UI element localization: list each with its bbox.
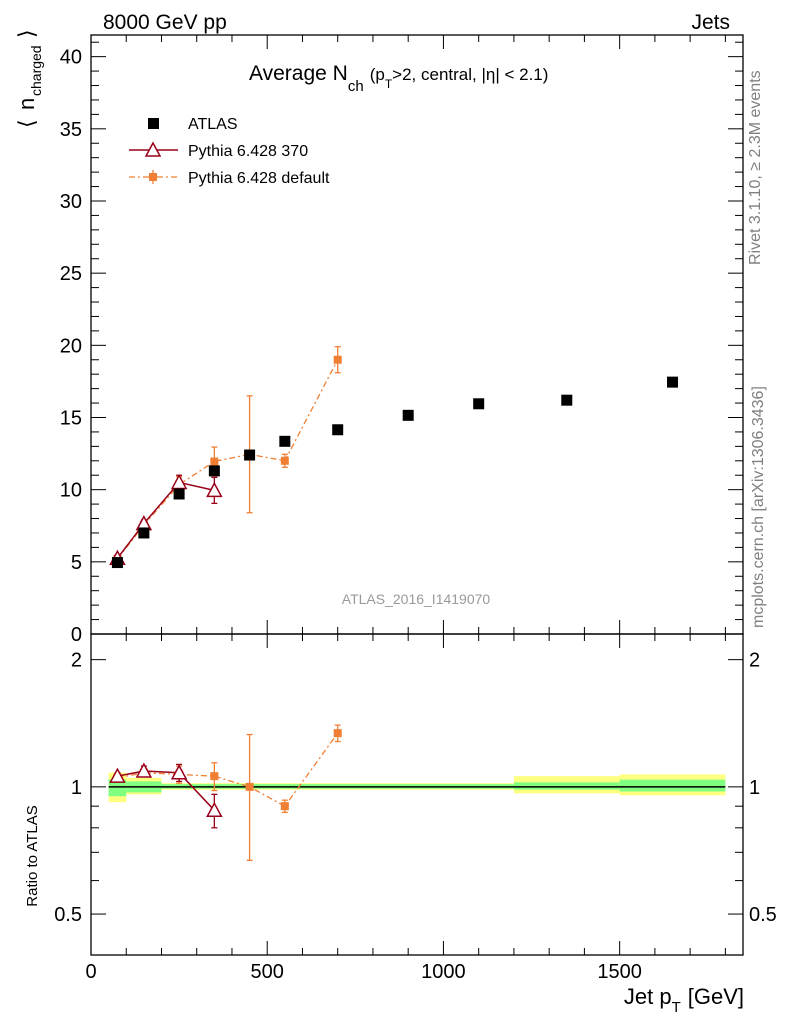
ratio-pythia-default-point: [333, 729, 342, 738]
x-tick-label: 0: [85, 961, 96, 983]
title-rest: >2, central, |η| < 2.1): [392, 65, 548, 84]
y-tick-label: 20: [60, 335, 82, 357]
uncertainty-band-inner: [513, 782, 620, 790]
header-left: 8000 GeV pp: [103, 11, 227, 34]
ratio-panel: 0 500 1000 1500 0.5 0.5 1 1 2 2: [54, 633, 777, 983]
y-label-close: ⟩: [14, 29, 39, 38]
y-tick-label-right: 0.5: [749, 904, 777, 926]
y-tick-label-right: 1: [749, 777, 760, 799]
y-axis-label-ratio: Ratio to ATLAS: [24, 805, 41, 906]
analysis-watermark: ATLAS_2016_I1419070: [342, 591, 491, 607]
pythia-default-point: [280, 456, 289, 465]
legend-label-pythia-default: Pythia 6.428 default: [188, 170, 330, 187]
atlas-point: [173, 488, 185, 500]
y-tick-label: 1: [71, 777, 82, 799]
y-tick-label: 15: [60, 407, 82, 429]
y-tick-label-right: 2: [749, 650, 760, 672]
y-label-n: n: [14, 98, 39, 110]
x-label-main: Jet p: [624, 984, 672, 1009]
y-tick-label: 25: [60, 263, 82, 285]
atlas-point: [138, 527, 150, 539]
y-tick-label: 30: [60, 191, 82, 213]
y-tick-label: 0: [71, 624, 82, 646]
legend-marker-pythia-default: [149, 173, 157, 181]
ratio-pythia370-point: [135, 762, 153, 778]
x-tick-label: 1000: [421, 961, 466, 983]
atlas-point: [279, 435, 291, 447]
legend-label-pythia370: Pythia 6.428 370: [188, 143, 308, 160]
ratio-pythia-default-point: [210, 772, 219, 781]
x-axis-label: Jet pT [GeV]: [624, 984, 744, 1016]
atlas-point: [561, 394, 573, 406]
pythia370-point: [206, 481, 223, 498]
ratio-frame: [90, 633, 744, 956]
legend-label-atlas: ATLAS: [188, 116, 238, 133]
y-tick-label: 0.5: [54, 904, 82, 926]
ratio-pythia370-point: [109, 767, 126, 783]
title-main: Average N: [249, 62, 348, 85]
atlas-point: [402, 409, 414, 421]
pythia370-line: [116, 481, 215, 559]
ratio-pythia-default-point: [245, 782, 254, 791]
header-right: Jets: [691, 11, 730, 34]
ratio-pythia370-point: [206, 801, 223, 818]
y-tick-label: 35: [60, 119, 82, 141]
legend: ATLAS Pythia 6.428 370 Pythia 6.428 defa…: [129, 116, 330, 187]
y-label-open: ⟨: [14, 119, 39, 128]
plot-title: Average Nch (pT>2, central, |η| < 2.1): [249, 62, 548, 95]
atlas-point: [473, 398, 485, 410]
pythia-default-point: [210, 457, 219, 466]
legend-marker-pythia370: [144, 141, 162, 157]
atlas-point: [332, 424, 344, 436]
y-label-sub: charged: [28, 45, 44, 96]
atlas-point: [244, 449, 256, 461]
title-sub-t: T: [385, 77, 393, 91]
uncertainty-band-inner: [619, 779, 726, 792]
y-tick-label: 40: [60, 47, 82, 69]
y-axis-label-main: ⟨ n charged ⟩: [14, 29, 44, 128]
ratio-pythia-default-point: [280, 802, 289, 811]
ratio-pythia370-line: [117, 770, 215, 811]
ratio-pythia-default-line: [117, 732, 339, 808]
uncertainty-band-inner: [108, 779, 127, 797]
x-label-unit: [GeV]: [688, 984, 744, 1009]
x-tick-label: 500: [251, 961, 284, 983]
x-tick-label: 1500: [597, 961, 642, 983]
atlas-point: [208, 465, 220, 477]
legend-marker-atlas: [148, 118, 159, 129]
mcplots-info: mcplots.cern.ch [arXiv:1306.3436]: [750, 386, 767, 628]
main-panel: 0 5 10 15 20 25 30 35 40: [60, 34, 744, 646]
ratio-pythia370-point: [170, 764, 188, 780]
atlas-point: [667, 376, 679, 388]
pythia370-point: [170, 473, 188, 490]
y-tick-label: 2: [71, 650, 82, 672]
title-sub-ch: ch: [348, 78, 364, 95]
atlas-point: [111, 557, 123, 569]
y-tick-label: 10: [60, 480, 82, 502]
x-label-sub: T: [672, 999, 681, 1016]
title-paren: (p: [370, 65, 385, 84]
rivet-info: Rivet 3.1.10, ≥ 2.3M events: [747, 70, 764, 265]
pythia-default-point: [333, 355, 342, 364]
y-tick-label: 5: [71, 552, 82, 574]
